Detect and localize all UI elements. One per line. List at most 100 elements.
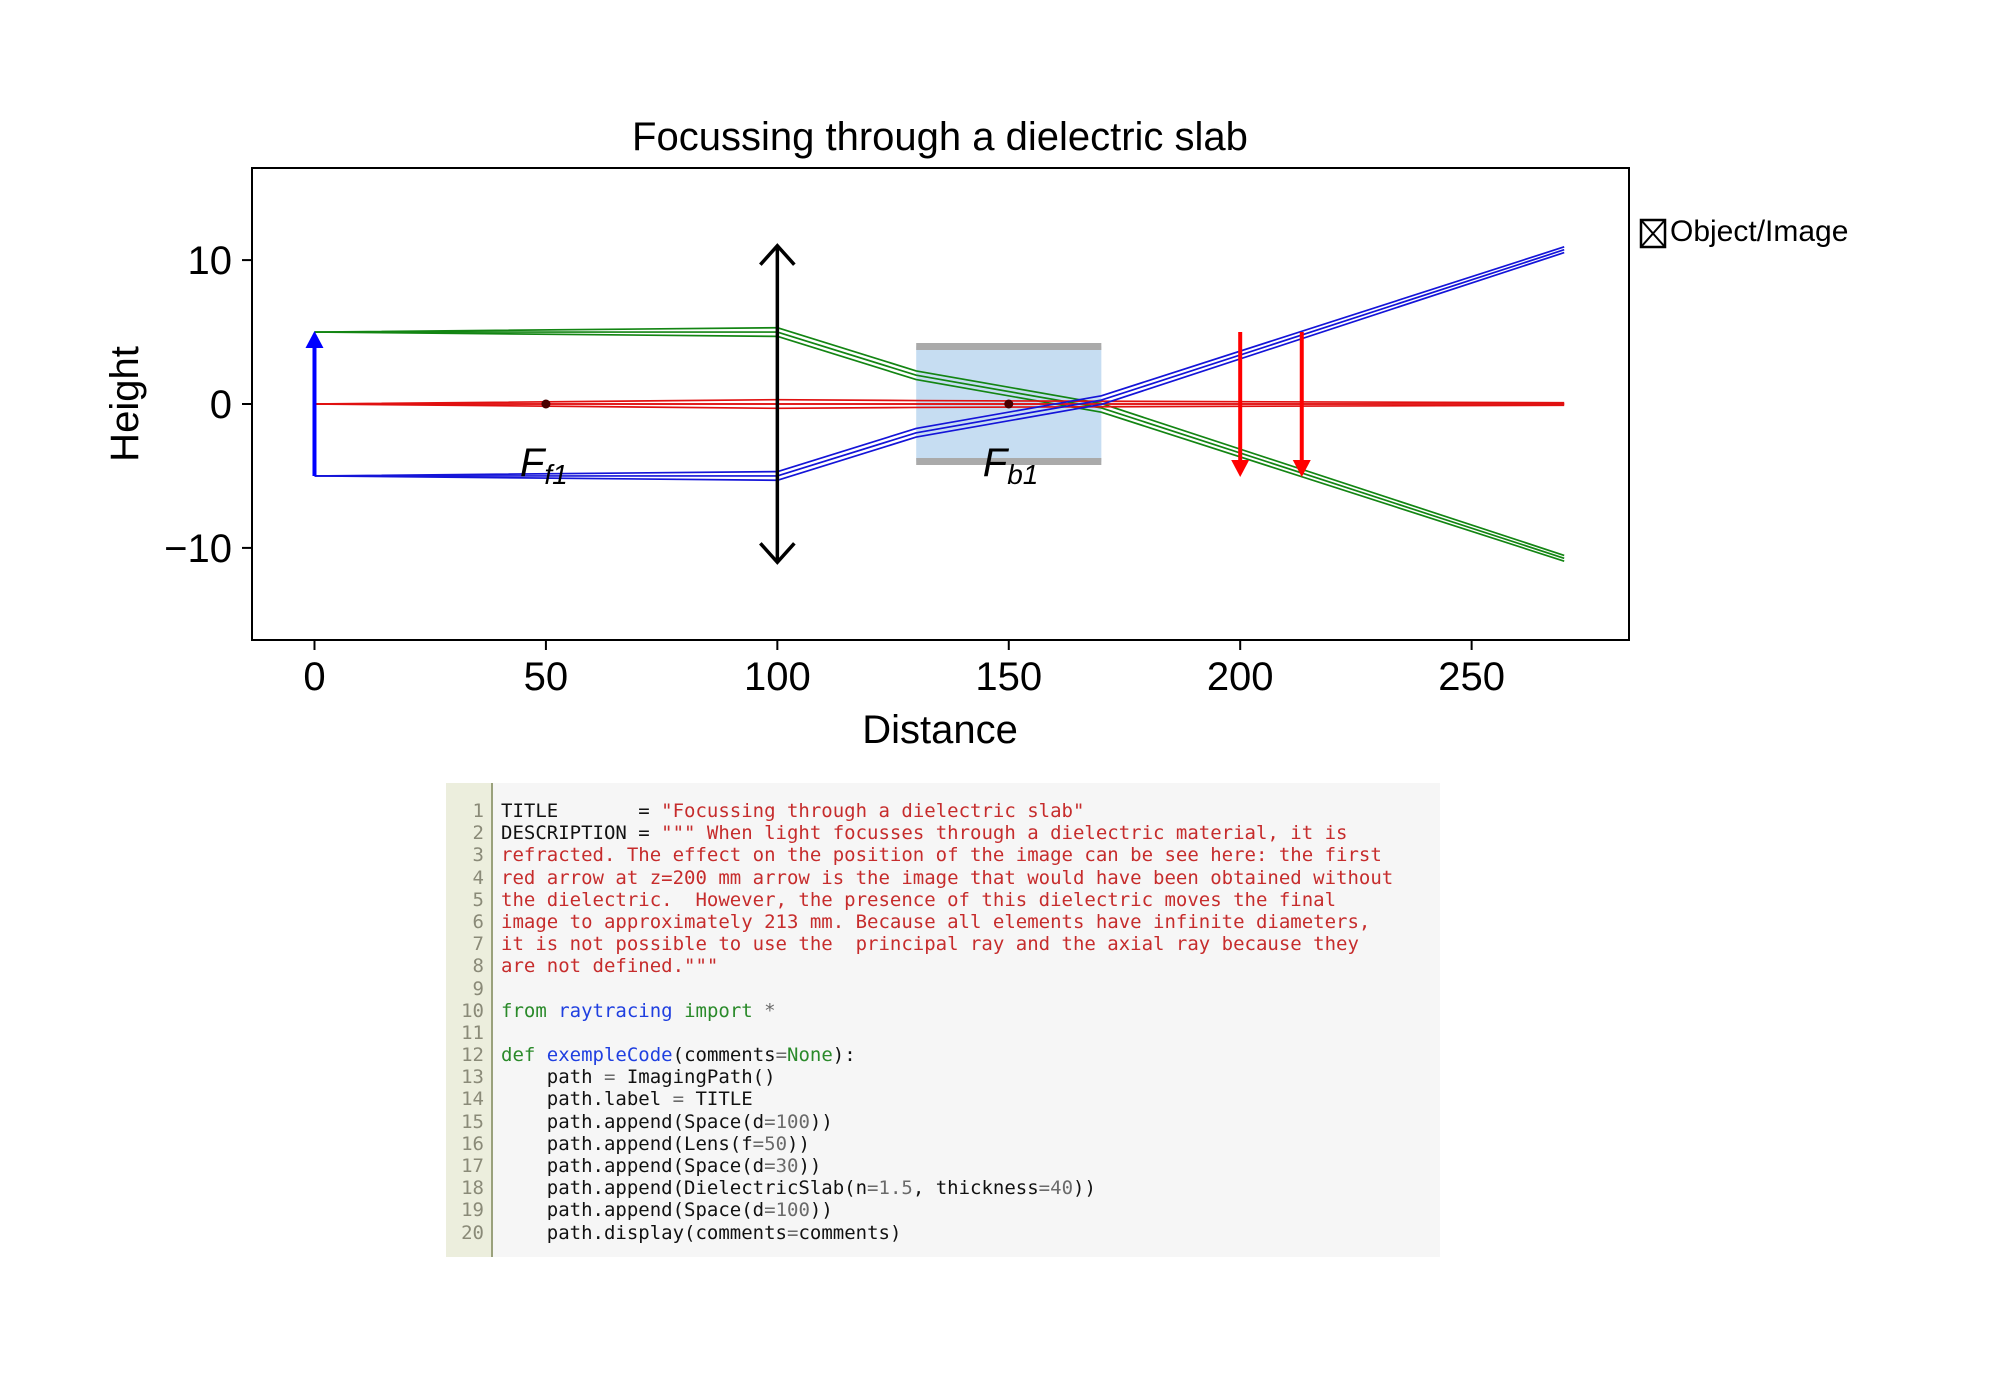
line-number: 13 xyxy=(461,1066,484,1089)
x-tick-label-2: 100 xyxy=(744,655,811,699)
code-token: = xyxy=(1038,1177,1051,1200)
object-arrow-head xyxy=(305,331,324,349)
x-tick-label-1: 50 xyxy=(524,655,569,699)
code-token: path.display(comments xyxy=(501,1221,787,1244)
line-number: 10 xyxy=(461,999,484,1022)
code-token: the dielectric. However, the presence of… xyxy=(501,888,1337,911)
code-line: the dielectric. However, the presence of… xyxy=(501,889,1393,911)
code-token: def xyxy=(501,1044,536,1067)
line-number: 4 xyxy=(472,866,484,889)
code-token: path.append(DielectricSlab(n xyxy=(501,1177,868,1200)
code-token: refracted. The effect on the position of… xyxy=(501,844,1382,867)
code-token: from xyxy=(501,999,547,1022)
code-token: = xyxy=(672,1088,685,1111)
chart-title: Focussing through a dielectric slab xyxy=(632,115,1248,159)
code-token: 100 xyxy=(775,1199,810,1222)
code-line: def exempleCode(comments=None): xyxy=(501,1044,1393,1066)
line-number: 15 xyxy=(461,1110,484,1133)
code-line: path.display(comments=comments) xyxy=(501,1222,1393,1244)
lens-bottom-arrowhead xyxy=(759,542,796,565)
code-token: comments) xyxy=(798,1221,902,1244)
image-arrow-1-head xyxy=(1231,459,1250,477)
code-token xyxy=(753,1000,764,1022)
code-line: path.append(Space(d=100)) xyxy=(501,1199,1393,1221)
code-token: path.append(Lens(f xyxy=(501,1132,753,1155)
line-number: 18 xyxy=(461,1177,484,1200)
lens-top-arrowhead xyxy=(759,243,796,266)
y-tick-label-0: 10 xyxy=(188,239,233,283)
focal-point-2 xyxy=(1004,399,1014,409)
ray-blue-9 xyxy=(314,251,1565,482)
code-token: 1.5 xyxy=(878,1177,913,1200)
code-line: path.append(Space(d=100)) xyxy=(501,1111,1393,1133)
code-token: raytracing xyxy=(558,999,673,1022)
code-token xyxy=(547,1000,558,1022)
line-number: 20 xyxy=(461,1221,484,1244)
y-tick-label-1: 0 xyxy=(210,383,232,427)
code-line: refracted. The effect on the position of… xyxy=(501,844,1393,866)
code-token: are not defined.""" xyxy=(501,955,719,978)
code-token: * xyxy=(764,999,776,1022)
code-token: = xyxy=(764,1155,776,1177)
code-line xyxy=(501,1022,1393,1044)
code-token: TITLE xyxy=(684,1088,753,1111)
ray-green-1 xyxy=(314,326,1565,557)
code-token: )) xyxy=(1073,1177,1096,1200)
line-number: 5 xyxy=(472,888,484,911)
code-line: path.append(Space(d=30)) xyxy=(501,1155,1393,1177)
line-number: 9 xyxy=(472,977,484,1000)
line-number: 17 xyxy=(461,1155,484,1177)
ray-green-3 xyxy=(314,331,1565,562)
line-number: 3 xyxy=(472,844,484,867)
code-line xyxy=(501,978,1393,1000)
code-token: )) xyxy=(787,1132,810,1155)
code-token: ): xyxy=(832,1044,856,1067)
code-token xyxy=(535,1044,546,1066)
ray-red-4 xyxy=(314,398,1565,405)
image-arrow-2-head xyxy=(1292,459,1311,477)
code-token: "Focussing through a dielectric slab" xyxy=(661,800,1085,822)
line-number: 2 xyxy=(472,822,484,845)
line-number: 1 xyxy=(472,800,484,822)
x-axis-label: Distance xyxy=(862,708,1018,752)
code-listing: 1 2 3 4 5 6 7 8 9 10 11 12 13 14 15 16 17 18 19 20 TITLE = … xyxy=(446,783,1440,1257)
line-number: 14 xyxy=(461,1088,484,1111)
code-line: path.append(Lens(f=50)) xyxy=(501,1133,1393,1155)
ray-blue-8 xyxy=(314,248,1565,477)
code-line: red arrow at z=200 mm arrow is the image… xyxy=(501,867,1393,889)
code-token: )) xyxy=(809,1110,833,1133)
x-tick-label-3: 150 xyxy=(975,655,1042,699)
code-token: it is not possible to use the principal … xyxy=(501,933,1359,956)
focal-point-label-1: Ff1 xyxy=(520,441,568,490)
code-token: )) xyxy=(809,1199,833,1222)
code-line: are not defined.""" xyxy=(501,955,1393,977)
code-token: None xyxy=(787,1044,833,1067)
code-token: red arrow at z=200 mm arrow is the image… xyxy=(501,866,1394,889)
code-token: , thickness xyxy=(912,1177,1039,1200)
y-axis-label: Height xyxy=(103,346,147,462)
code-token: = xyxy=(764,1199,776,1222)
code-token: = xyxy=(867,1177,879,1200)
x-tick-label-5: 250 xyxy=(1438,655,1505,699)
code-token: exempleCode xyxy=(546,1044,673,1067)
code-token: 100 xyxy=(775,1110,810,1133)
x-tick-label-4: 200 xyxy=(1207,655,1274,699)
line-number: 7 xyxy=(472,933,484,956)
code-token: = xyxy=(603,1066,616,1089)
code-token: ImagingPath() xyxy=(615,1066,776,1089)
y-tick-label-2: −10 xyxy=(164,527,232,571)
focal-point-label-2: Fb1 xyxy=(983,441,1039,490)
code-token: """ When light focusses through a dielec… xyxy=(661,822,1348,845)
line-number-gutter: 1 2 3 4 5 6 7 8 9 10 11 12 13 14 15 16 17 18 19 20 xyxy=(446,783,493,1257)
ray-green-2 xyxy=(314,331,1565,560)
legend-label: Object/Image xyxy=(1670,215,1848,248)
code-token: 30 xyxy=(775,1155,799,1177)
code-token: image to approximately 213 mm. Because a… xyxy=(501,910,1371,933)
code-token: 50 xyxy=(764,1132,788,1155)
ray-blue-7 xyxy=(314,246,1565,477)
code-token: TITLE = xyxy=(501,800,662,822)
line-number: 8 xyxy=(472,955,484,978)
code-token: = xyxy=(764,1110,776,1133)
code-token: (comments xyxy=(672,1044,776,1067)
code-token: = xyxy=(786,1221,799,1244)
